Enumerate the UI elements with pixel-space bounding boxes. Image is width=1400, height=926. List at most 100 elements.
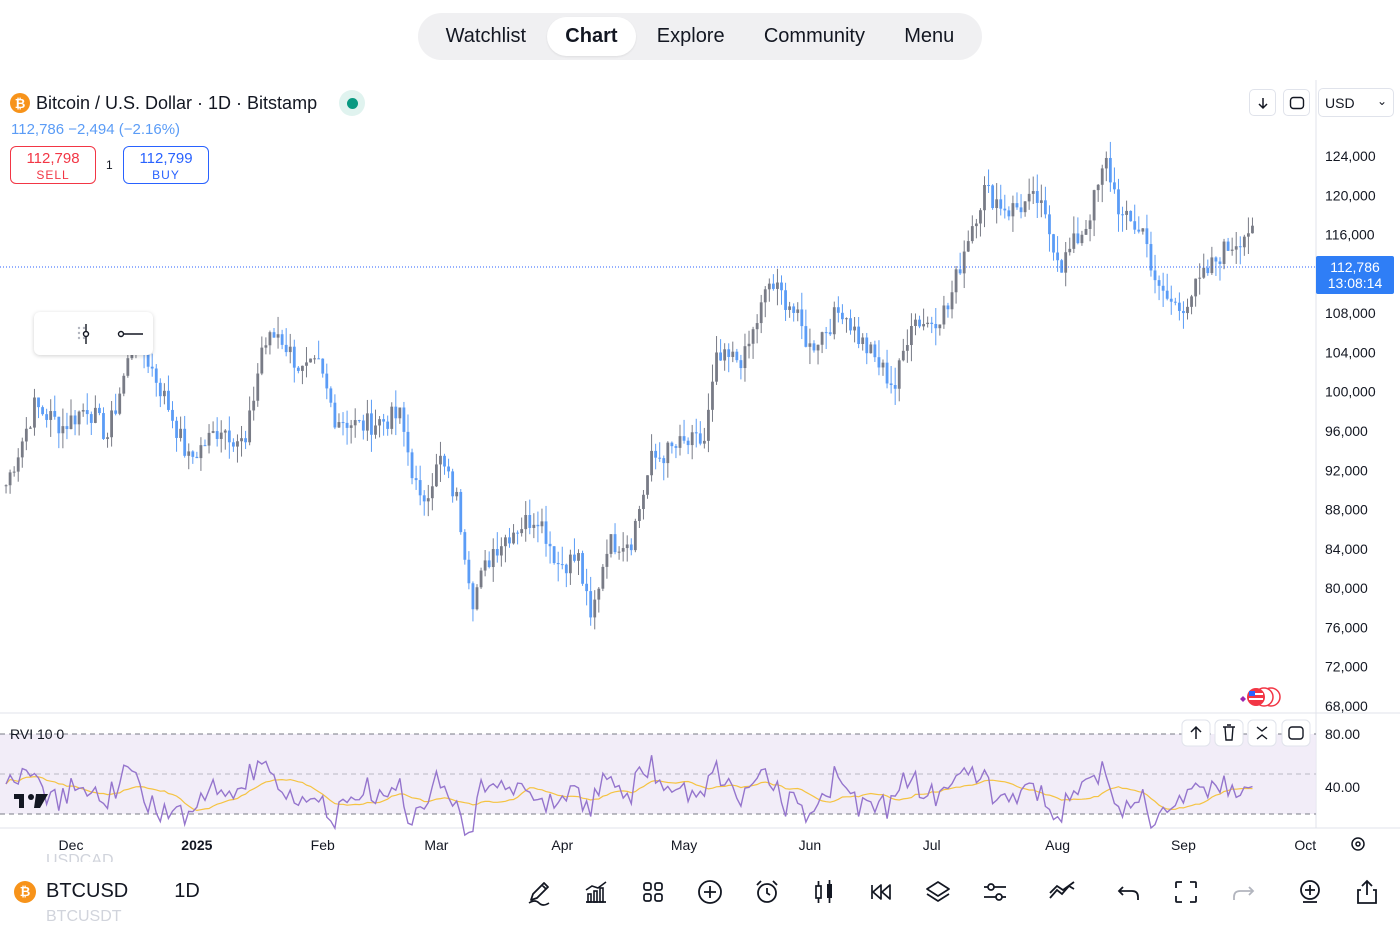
candle-body bbox=[1194, 278, 1198, 297]
candle-body bbox=[865, 337, 869, 354]
candle-body bbox=[784, 290, 787, 310]
sliders-icon[interactable] bbox=[978, 875, 1012, 909]
candle-body bbox=[1039, 200, 1043, 203]
chevron-down-icon: ⌄ bbox=[1376, 94, 1387, 108]
buy-button[interactable]: 112,799 BUY bbox=[123, 146, 209, 184]
candle-body bbox=[654, 450, 658, 458]
candle-body bbox=[1165, 290, 1169, 299]
alarm-icon[interactable] bbox=[750, 875, 784, 909]
time-tick-label: Oct bbox=[1294, 837, 1316, 853]
candle-body bbox=[81, 410, 85, 412]
candle-body bbox=[828, 332, 832, 335]
candle-body bbox=[1186, 306, 1189, 314]
add-symbol-icon[interactable] bbox=[1293, 875, 1327, 909]
economic-events-icon[interactable] bbox=[1240, 687, 1281, 707]
tab-menu[interactable]: Menu bbox=[904, 25, 955, 47]
candle-body bbox=[374, 425, 377, 435]
rewind-icon[interactable] bbox=[864, 875, 898, 909]
indicators-icon[interactable] bbox=[579, 875, 613, 909]
candle-body bbox=[240, 438, 243, 442]
candle-body bbox=[443, 455, 446, 467]
chart-settings-icon[interactable] bbox=[1351, 837, 1365, 851]
drag-handle-icon[interactable] bbox=[77, 326, 86, 340]
candle-body bbox=[1048, 214, 1051, 235]
candle-body bbox=[187, 451, 191, 456]
candle-body bbox=[333, 402, 337, 428]
candle-body bbox=[520, 529, 524, 534]
candle-body bbox=[244, 438, 247, 443]
candle-body bbox=[853, 326, 856, 331]
candle-body bbox=[126, 358, 130, 376]
candle-body bbox=[954, 269, 958, 293]
candle-body bbox=[455, 491, 459, 497]
rvi-collapse-button[interactable] bbox=[1247, 719, 1277, 747]
compare-icon[interactable] bbox=[1045, 875, 1079, 909]
price-axis[interactable]: 124,000 120,000 116,000 108,000 104,000 100,0… bbox=[1325, 148, 1376, 714]
candle-body bbox=[812, 343, 816, 351]
scroll-to-latest-button[interactable] bbox=[1249, 89, 1276, 116]
candle-body bbox=[593, 599, 597, 618]
candle-body bbox=[118, 393, 122, 414]
candle-body bbox=[1238, 246, 1242, 248]
time-tick-label: Feb bbox=[311, 837, 335, 853]
redo-icon[interactable] bbox=[1226, 875, 1260, 909]
candle-body bbox=[1060, 260, 1064, 273]
candle-body bbox=[739, 360, 743, 369]
candle-body bbox=[69, 415, 73, 430]
rvi-lower-value: 40.00 bbox=[1325, 779, 1360, 795]
layers-icon[interactable] bbox=[921, 875, 955, 909]
tab-chart[interactable]: Chart bbox=[547, 17, 636, 56]
vertical-line-tool-icon[interactable] bbox=[82, 324, 90, 344]
grid-icon[interactable] bbox=[636, 875, 670, 909]
candle-body bbox=[723, 349, 727, 361]
candle-body bbox=[979, 210, 982, 224]
candle-body bbox=[1007, 210, 1011, 217]
candle-body bbox=[1222, 241, 1226, 264]
candle-body bbox=[41, 407, 44, 415]
reset-scale-button[interactable] bbox=[1283, 89, 1310, 116]
price-chart[interactable]: 124,000 120,000 116,000 108,000 104,000 100,0… bbox=[0, 0, 1400, 860]
candle-body bbox=[1182, 310, 1185, 314]
currency-value: USD bbox=[1325, 95, 1355, 111]
order-quantity[interactable]: 1 bbox=[106, 158, 113, 172]
candle-body bbox=[711, 381, 714, 410]
candle-body bbox=[585, 583, 589, 592]
candle-body bbox=[1117, 189, 1120, 215]
candle-body bbox=[1052, 234, 1055, 253]
candle-body bbox=[102, 413, 105, 439]
sell-button[interactable]: 112,798 SELL bbox=[10, 146, 96, 184]
candle-body bbox=[512, 532, 515, 544]
candle-body bbox=[1247, 233, 1250, 237]
market-status-icon[interactable] bbox=[339, 90, 366, 116]
candles-icon[interactable] bbox=[807, 875, 841, 909]
candle-body bbox=[268, 332, 272, 346]
tradingview-logo[interactable] bbox=[14, 794, 48, 808]
plus-circle-icon[interactable] bbox=[693, 875, 727, 909]
candle-body bbox=[435, 464, 438, 487]
rvi-label[interactable]: RVI 10 0 bbox=[10, 726, 64, 742]
buy-label: BUY bbox=[152, 168, 180, 182]
candle-body bbox=[410, 452, 414, 479]
last-price-value: 112,786 bbox=[1330, 259, 1380, 275]
symbol-selector[interactable]: ₿ BTCUSD 1D bbox=[14, 880, 200, 903]
symbol-title[interactable]: Bitcoin / U.S. Dollar · 1D · Bitstamp bbox=[36, 92, 318, 113]
rvi-maximize-button[interactable] bbox=[1281, 719, 1311, 747]
timeframe-button[interactable]: 1D bbox=[174, 880, 200, 902]
share-icon[interactable] bbox=[1350, 875, 1384, 909]
tab-watchlist[interactable]: Watchlist bbox=[445, 25, 527, 47]
undo-icon[interactable] bbox=[1112, 875, 1146, 909]
fullscreen-icon[interactable] bbox=[1169, 875, 1203, 909]
candle-body bbox=[914, 319, 917, 326]
currency-select[interactable]: USD ⌄ bbox=[1318, 88, 1394, 117]
candle-body bbox=[670, 442, 674, 447]
horizontal-ray-tool-icon[interactable] bbox=[117, 330, 144, 338]
candle-body bbox=[8, 472, 12, 486]
pen-icon[interactable] bbox=[522, 875, 556, 909]
rvi-delete-button[interactable] bbox=[1214, 719, 1244, 747]
tab-explore[interactable]: Explore bbox=[656, 25, 725, 47]
time-axis[interactable]: Dec 2025 Feb Mar Apr May Jun Jul Aug Sep Oct bbox=[59, 837, 1317, 853]
tab-community[interactable]: Community bbox=[763, 25, 865, 47]
candle-body bbox=[195, 456, 199, 459]
candle-body bbox=[199, 445, 203, 459]
candle-body bbox=[236, 441, 239, 447]
